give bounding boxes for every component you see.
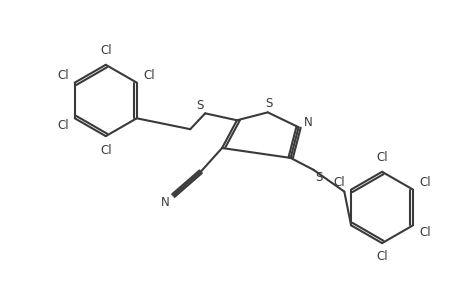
Text: N: N: [303, 116, 312, 129]
Text: N: N: [161, 196, 169, 209]
Text: Cl: Cl: [419, 226, 430, 239]
Text: S: S: [196, 99, 203, 112]
Text: Cl: Cl: [419, 176, 430, 189]
Text: Cl: Cl: [100, 44, 112, 57]
Text: Cl: Cl: [57, 69, 68, 82]
Text: Cl: Cl: [375, 152, 387, 164]
Text: Cl: Cl: [332, 176, 344, 189]
Text: S: S: [314, 171, 321, 184]
Text: Cl: Cl: [100, 143, 112, 157]
Text: Cl: Cl: [375, 250, 387, 263]
Text: S: S: [264, 97, 272, 110]
Text: Cl: Cl: [143, 69, 154, 82]
Text: Cl: Cl: [57, 119, 68, 132]
